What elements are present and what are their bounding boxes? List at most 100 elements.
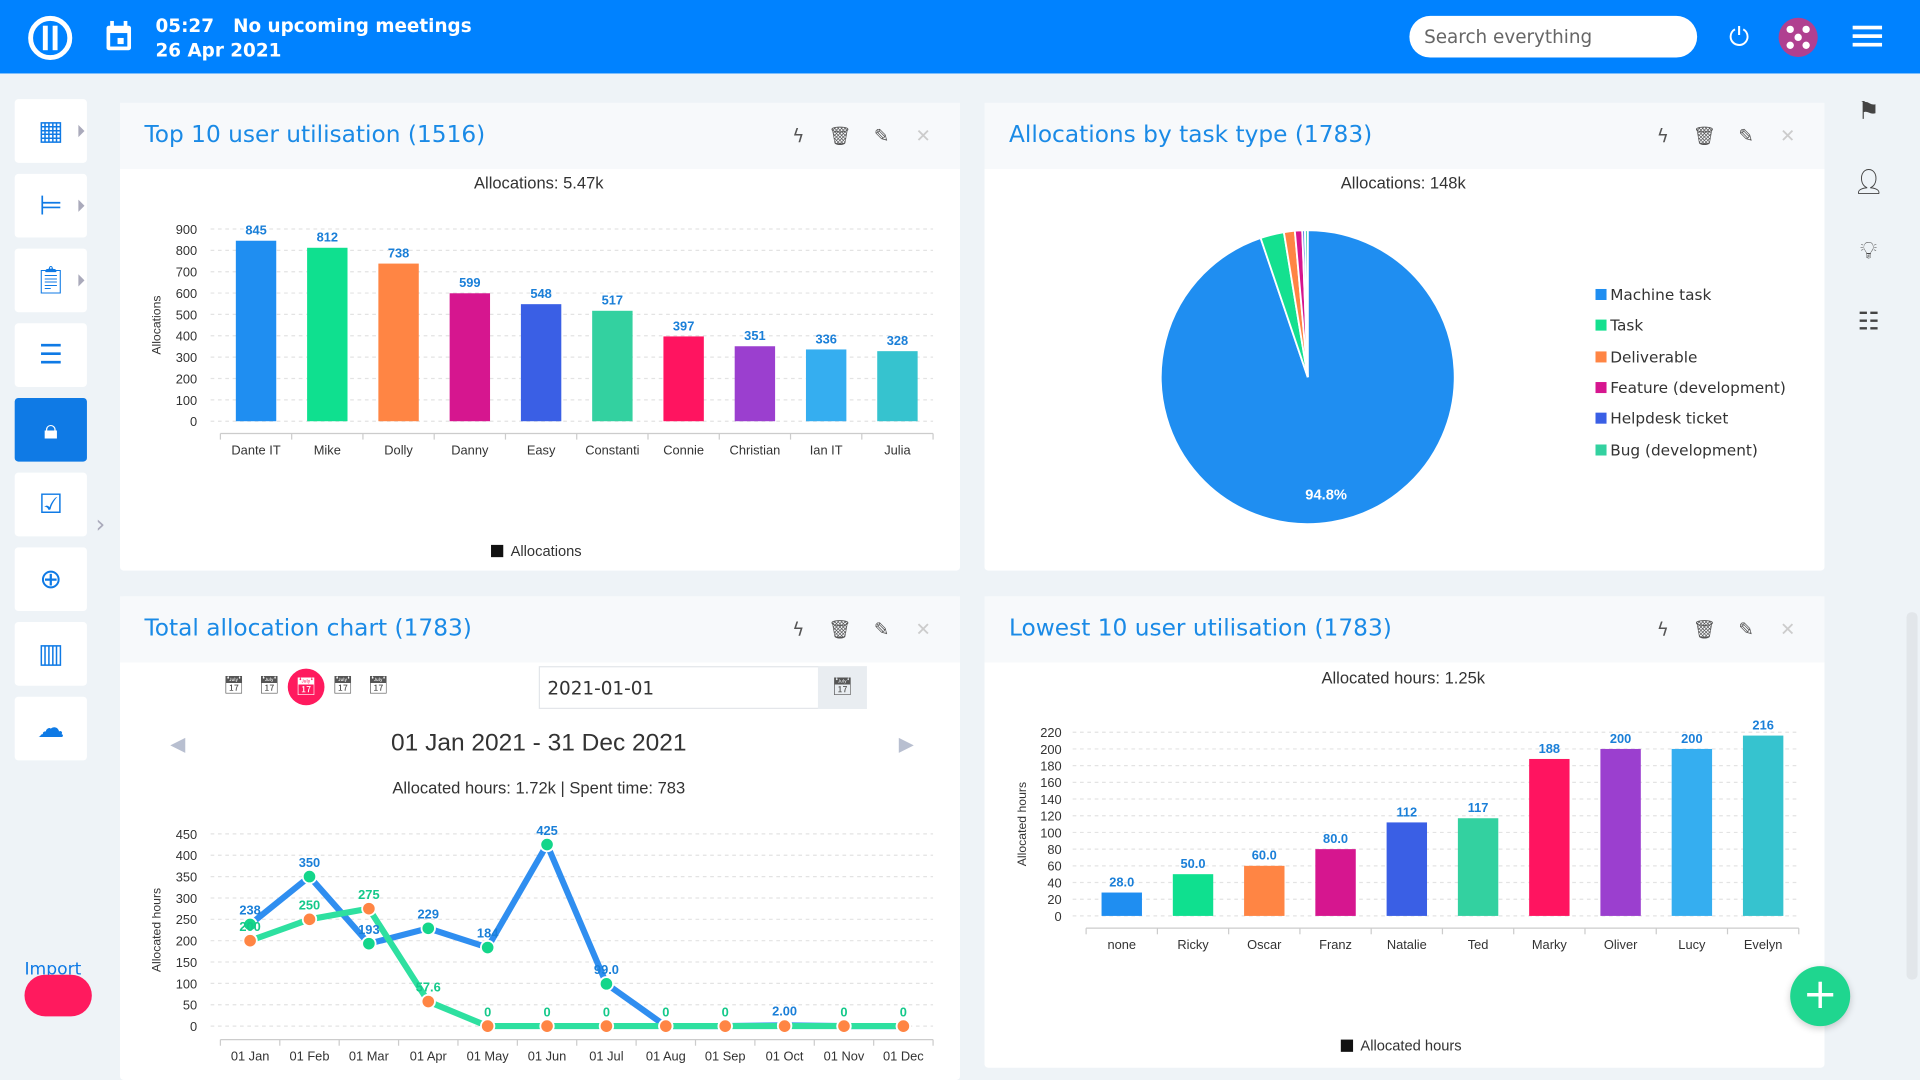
y-tick-label: 50	[183, 998, 197, 1013]
trash-icon[interactable]: 🗑︎	[828, 618, 852, 641]
search-input[interactable]	[1409, 15, 1698, 58]
pencil-icon[interactable]: ✎	[1738, 618, 1754, 641]
app-logo-icon[interactable]	[27, 15, 74, 62]
trash-icon[interactable]: 🗑︎	[1692, 618, 1717, 641]
y-tick-label: 800	[176, 243, 197, 258]
data-label: 0	[840, 1004, 847, 1019]
data-label: 117	[1468, 800, 1489, 815]
legend-item[interactable]: Bug (development)	[1595, 440, 1758, 459]
trash-icon[interactable]: 🗑︎	[828, 124, 852, 147]
x-tick-label: Easy	[527, 442, 556, 457]
legend-item[interactable]: Feature (development)	[1595, 378, 1786, 397]
sidebar-item-tasks[interactable]: 📋︎	[14, 248, 87, 313]
power-icon[interactable]: ⏻	[1728, 22, 1750, 52]
sidebar-item-dashboard[interactable]: ▦	[14, 99, 87, 163]
clock-meetings[interactable]: 05:27 No upcoming meetings	[156, 15, 472, 37]
lightning-icon[interactable]: ϟ	[1656, 124, 1669, 147]
data-label: 350	[299, 855, 320, 870]
sidebar-item-reports[interactable]: ▥	[14, 622, 87, 686]
user-search-icon[interactable]: 👤︎	[1853, 166, 1885, 196]
legend-item[interactable]: Helpdesk ticket	[1595, 409, 1729, 428]
y-tick-label: 150	[176, 955, 197, 970]
import-toggle-button[interactable]	[24, 974, 92, 1017]
legend-item[interactable]: Machine task	[1595, 285, 1712, 304]
sidebar-item-checklist[interactable]: ☰	[14, 323, 87, 387]
data-label: 0	[543, 1004, 550, 1019]
data-label: 845	[245, 223, 266, 238]
start-date-input[interactable]	[538, 666, 820, 709]
legend-label: Helpdesk ticket	[1610, 409, 1729, 428]
sidebar-item-projects[interactable]: ⊨	[14, 173, 87, 238]
data-point	[301, 868, 318, 885]
y-tick-label: 60	[1047, 859, 1061, 874]
list-check-icon: ☰	[38, 339, 63, 371]
avatar[interactable]	[1778, 17, 1818, 57]
lightning-icon[interactable]: ϟ	[1656, 618, 1669, 641]
x-tick-label: Dolly	[384, 442, 413, 457]
trash-icon[interactable]: 🗑︎	[1692, 124, 1717, 147]
pencil-icon[interactable]: ✎	[1738, 124, 1754, 147]
period-day-button[interactable]: 📅︎	[222, 675, 245, 696]
data-point	[361, 900, 377, 917]
data-point	[301, 911, 318, 927]
close-icon[interactable]: ✕	[915, 618, 931, 641]
period-year-button-active[interactable]: 📅︎	[287, 668, 325, 706]
legend-swatch	[1595, 381, 1607, 393]
flag-icon[interactable]: ⚑	[1857, 95, 1880, 125]
close-icon[interactable]: ✕	[1780, 618, 1796, 641]
y-tick-label: 80	[1047, 842, 1061, 857]
x-tick-label: 01 Feb	[289, 1048, 329, 1063]
y-tick-label: 500	[176, 307, 197, 322]
data-point	[420, 993, 436, 1010]
y-tick-label: 100	[176, 976, 197, 991]
data-label: 200	[1681, 731, 1702, 746]
page-scrollbar[interactable]	[1906, 612, 1918, 980]
y-tick-label: 20	[1047, 892, 1061, 907]
sidebar-item-administration[interactable]: 🔒︎	[14, 397, 87, 462]
date-range-label: 01 Jan 2021 - 31 Dec 2021	[391, 729, 687, 757]
y-tick-label: 350	[176, 869, 197, 884]
expand-sidebar-chevron-icon[interactable]: ›	[95, 509, 106, 539]
sidebar-item-todo[interactable]: ☑	[14, 472, 87, 537]
calendar-icon[interactable]	[104, 20, 133, 53]
date-picker-button[interactable]: 📅︎	[817, 666, 867, 709]
y-tick-label: 250	[176, 912, 197, 927]
next-period-arrow-icon[interactable]: ▶	[898, 732, 914, 756]
sidebar-item-alarm[interactable]: ⊕	[14, 547, 87, 612]
legend-item[interactable]: Task	[1595, 316, 1643, 335]
y-tick-label: 0	[1054, 909, 1061, 924]
close-icon[interactable]: ✕	[915, 124, 931, 147]
top-bar: 05:27 No upcoming meetings 26 Apr 2021 ⏻	[0, 0, 1920, 74]
period-quarter-button[interactable]: 📅︎	[367, 675, 390, 696]
data-label: 193	[358, 922, 379, 937]
bar	[805, 349, 847, 422]
data-label: 229	[418, 906, 439, 921]
pencil-icon[interactable]: ✎	[873, 124, 890, 147]
data-point	[361, 936, 377, 952]
period-month-button[interactable]: 📅︎	[331, 675, 354, 696]
lightbulb-icon[interactable]: 💡︎	[1860, 235, 1878, 265]
check-square-icon: ☑	[38, 489, 63, 520]
y-tick-label: 160	[1040, 775, 1061, 790]
y-tick-label: 200	[176, 371, 197, 386]
lightning-icon[interactable]: ϟ	[792, 618, 805, 641]
checklist-icon[interactable]: ☷	[1857, 306, 1880, 336]
lightning-icon[interactable]: ϟ	[792, 124, 805, 147]
y-tick-label: 220	[1040, 725, 1061, 740]
legend-item[interactable]: Deliverable	[1595, 347, 1697, 366]
import-link[interactable]: Import	[24, 960, 82, 980]
legend-label: Machine task	[1610, 285, 1712, 304]
data-label: 738	[388, 245, 409, 260]
menu-icon[interactable]	[1852, 25, 1883, 52]
data-label: 60.0	[1252, 848, 1277, 863]
sidebar-item-cloud[interactable]: ☁	[14, 696, 87, 761]
close-icon[interactable]: ✕	[1780, 124, 1796, 147]
previous-period-arrow-icon[interactable]: ◀	[170, 732, 186, 756]
legend-swatch	[1595, 288, 1607, 301]
x-tick-label: Constanti	[585, 442, 639, 457]
pencil-icon[interactable]: ✎	[873, 618, 890, 641]
add-widget-button[interactable]: +	[1790, 966, 1851, 1027]
period-week-button[interactable]: 📅︎	[258, 675, 281, 696]
bar	[877, 351, 918, 422]
